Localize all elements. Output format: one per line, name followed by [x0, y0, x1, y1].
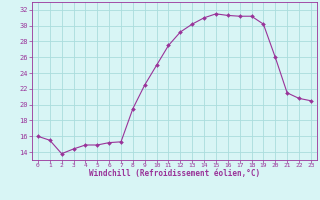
X-axis label: Windchill (Refroidissement éolien,°C): Windchill (Refroidissement éolien,°C)	[89, 169, 260, 178]
